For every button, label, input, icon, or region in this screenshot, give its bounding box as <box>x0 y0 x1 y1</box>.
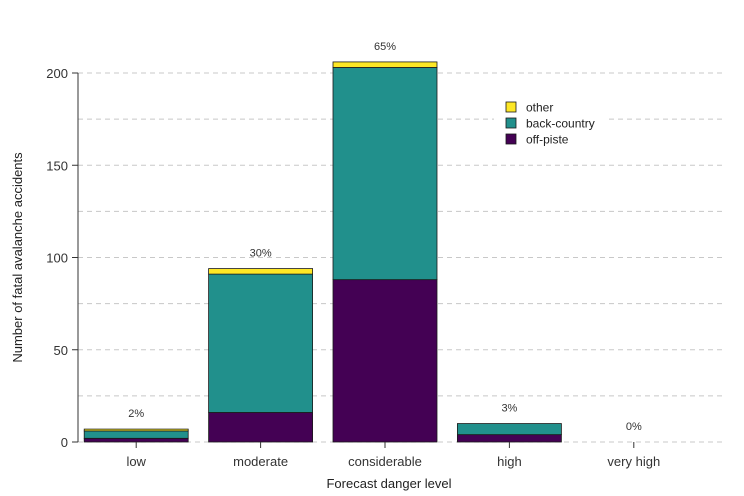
legend-label-off-piste: off-piste <box>526 133 569 147</box>
bars <box>83 61 562 443</box>
axes: 0 50 100 150 200 low moderate considerable high v… <box>46 66 660 469</box>
bar-other-considerable <box>332 61 438 68</box>
percent-label: 65% <box>374 41 396 53</box>
percent-label: 0% <box>626 421 642 433</box>
percent-label: 30% <box>250 248 272 260</box>
bar-off-piste-low <box>83 437 189 443</box>
percent-labels: 2% 30% 65% 3% 0% <box>128 41 642 433</box>
bar-back-country-moderate <box>208 273 314 413</box>
y-tick-label: 50 <box>54 343 68 358</box>
legend-swatch-back-country <box>505 117 517 129</box>
legend-label-back-country: back-country <box>526 117 595 131</box>
y-tick-label: 200 <box>46 66 68 81</box>
x-axis-title: Forecast danger level <box>326 476 451 491</box>
legend-label-other: other <box>526 101 553 115</box>
percent-label: 2% <box>128 408 144 420</box>
bar-back-country-low <box>83 430 189 439</box>
bar-back-country-considerable <box>332 67 438 281</box>
legend: other back-country off-piste <box>494 95 606 155</box>
bar-back-country-high <box>456 423 562 436</box>
bar-off-piste-considerable <box>332 279 438 443</box>
y-axis-title: Number of fatal avalanche accidents <box>10 152 25 363</box>
x-tick-label: low <box>126 454 146 469</box>
bar-other-moderate <box>208 268 314 275</box>
percent-label: 3% <box>501 403 517 415</box>
legend-swatch-other <box>505 101 517 113</box>
x-tick-label: high <box>497 454 522 469</box>
y-tick-label: 150 <box>46 158 68 173</box>
x-tick-label: considerable <box>348 454 422 469</box>
x-tick-label: very high <box>607 454 660 469</box>
y-tick-label: 0 <box>61 435 68 450</box>
x-tick-label: moderate <box>233 454 288 469</box>
bar-other-low <box>83 428 189 432</box>
bar-off-piste-high <box>456 434 562 443</box>
y-tick-label: 100 <box>46 251 68 266</box>
bar-off-piste-moderate <box>208 412 314 443</box>
legend-swatch-off-piste <box>505 133 517 145</box>
